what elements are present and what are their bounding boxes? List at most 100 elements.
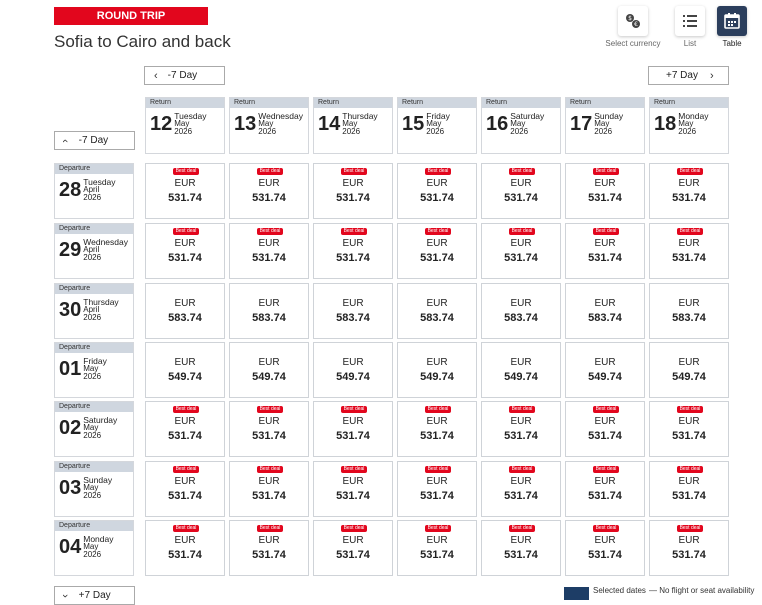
fare-cell[interactable]: Best deal EUR 531.74 (397, 401, 477, 457)
fare-currency: EUR (174, 476, 196, 487)
return-prev-week-button[interactable]: ‹ -7 Day (144, 66, 225, 85)
return-date-header: Return 16 Saturday May 2026 (481, 97, 561, 154)
day-number: 13 (234, 113, 257, 135)
fare-currency: EUR (510, 476, 532, 487)
fare-cell[interactable]: Best deal EUR 531.74 (229, 223, 309, 279)
return-date-header: Return 18 Monday May 2026 (649, 97, 729, 154)
fare-cell[interactable]: Best deal EUR 531.74 (481, 223, 561, 279)
fare-cell[interactable]: EUR 583.74 (313, 283, 393, 339)
fare-cell[interactable]: EUR 549.74 (313, 342, 393, 398)
fare-price: 583.74 (168, 312, 202, 324)
fare-cell[interactable]: EUR 583.74 (145, 283, 225, 339)
fare-cell[interactable]: Best deal EUR 531.74 (649, 223, 729, 279)
fare-cell[interactable]: Best deal EUR 531.74 (313, 520, 393, 576)
fare-cell[interactable]: EUR 583.74 (649, 283, 729, 339)
fare-cell[interactable]: Best deal EUR 531.74 (397, 520, 477, 576)
best-deal-badge: Best deal (677, 466, 703, 473)
fare-price: 531.74 (588, 490, 622, 502)
fare-cell[interactable]: Best deal EUR 531.74 (229, 520, 309, 576)
fare-cell[interactable]: Best deal EUR 531.74 (313, 461, 393, 517)
chevron-left-icon: ‹ (154, 69, 158, 82)
return-date-header: Return 15 Friday May 2026 (397, 97, 477, 154)
fare-price: 531.74 (420, 252, 454, 264)
list-view-option[interactable]: List (670, 6, 710, 48)
fare-cell[interactable]: EUR 549.74 (649, 342, 729, 398)
fare-price: 531.74 (168, 490, 202, 502)
fare-cell[interactable]: EUR 583.74 (397, 283, 477, 339)
fare-price: 531.74 (168, 252, 202, 264)
fare-cell[interactable]: Best deal EUR 531.74 (565, 461, 645, 517)
fare-cell[interactable]: EUR 583.74 (481, 283, 561, 339)
departure-next-week-button[interactable]: › +7 Day (54, 586, 135, 605)
fare-currency: EUR (426, 298, 448, 309)
fare-price: 531.74 (672, 549, 706, 561)
fare-cell[interactable]: EUR 549.74 (229, 342, 309, 398)
return-date-header: Return 14 Thursday May 2026 (313, 97, 393, 154)
fare-currency: EUR (426, 357, 448, 368)
fare-cell[interactable]: EUR 549.74 (481, 342, 561, 398)
fare-currency: EUR (594, 476, 616, 487)
fare-cell[interactable]: Best deal EUR 531.74 (565, 163, 645, 219)
month: April (83, 305, 100, 314)
month: May (426, 119, 442, 128)
fare-cell[interactable]: Best deal EUR 531.74 (565, 401, 645, 457)
fare-cell[interactable]: Best deal EUR 531.74 (481, 520, 561, 576)
fare-price: 583.74 (252, 312, 286, 324)
return-tag: Return (398, 98, 476, 108)
fare-cell[interactable]: Best deal EUR 531.74 (649, 520, 729, 576)
best-deal-badge: Best deal (341, 406, 367, 413)
table-view-option[interactable]: Table (714, 6, 750, 48)
fare-cell[interactable]: Best deal EUR 531.74 (397, 461, 477, 517)
fare-cell[interactable]: Best deal EUR 531.74 (313, 223, 393, 279)
fare-currency: EUR (510, 416, 532, 427)
fare-cell[interactable]: Best deal EUR 531.74 (229, 401, 309, 457)
fare-cell[interactable]: Best deal EUR 531.74 (145, 163, 225, 219)
departure-tag: Departure (55, 402, 133, 412)
fare-currency: EUR (426, 238, 448, 249)
best-deal-badge: Best deal (593, 228, 619, 235)
fare-currency: EUR (678, 535, 700, 546)
svg-text:$: $ (628, 15, 632, 22)
fare-currency: EUR (594, 178, 616, 189)
departure-prev-week-button[interactable]: ‹ -7 Day (54, 131, 135, 150)
fare-cell[interactable]: Best deal EUR 531.74 (313, 163, 393, 219)
fare-currency: EUR (258, 416, 280, 427)
fare-cell[interactable]: Best deal EUR 531.74 (145, 461, 225, 517)
fare-price: 583.74 (336, 312, 370, 324)
return-prev-label: -7 Day (167, 70, 198, 81)
fare-cell[interactable]: Best deal EUR 531.74 (313, 401, 393, 457)
fare-price: 531.74 (672, 430, 706, 442)
fare-cell[interactable]: EUR 549.74 (565, 342, 645, 398)
fare-cell[interactable]: Best deal EUR 531.74 (649, 401, 729, 457)
fare-price: 531.74 (504, 192, 538, 204)
select-currency-option[interactable]: $ € Select currency (601, 6, 665, 48)
fare-cell[interactable]: Best deal EUR 531.74 (229, 163, 309, 219)
list-icon (675, 6, 705, 36)
return-next-week-button[interactable]: +7 Day › (648, 66, 729, 85)
fare-cell[interactable]: Best deal EUR 531.74 (397, 223, 477, 279)
fare-cell[interactable]: EUR 549.74 (397, 342, 477, 398)
fare-cell[interactable]: Best deal EUR 531.74 (565, 223, 645, 279)
fare-cell[interactable]: Best deal EUR 531.74 (565, 520, 645, 576)
fare-cell[interactable]: Best deal EUR 531.74 (145, 223, 225, 279)
fare-cell[interactable]: Best deal EUR 531.74 (649, 461, 729, 517)
return-tag: Return (314, 98, 392, 108)
fare-cell[interactable]: EUR 549.74 (145, 342, 225, 398)
fare-cell[interactable]: Best deal EUR 531.74 (649, 163, 729, 219)
fare-cell[interactable]: Best deal EUR 531.74 (481, 163, 561, 219)
fare-currency: EUR (174, 357, 196, 368)
fare-cell[interactable]: Best deal EUR 531.74 (481, 461, 561, 517)
fare-price: 531.74 (588, 192, 622, 204)
day-number: 28 (59, 179, 82, 201)
fare-currency: EUR (678, 416, 700, 427)
fare-currency: EUR (258, 178, 280, 189)
fare-cell[interactable]: Best deal EUR 531.74 (397, 163, 477, 219)
fare-cell[interactable]: Best deal EUR 531.74 (145, 520, 225, 576)
fare-cell[interactable]: Best deal EUR 531.74 (481, 401, 561, 457)
fare-cell[interactable]: Best deal EUR 531.74 (229, 461, 309, 517)
currency-icon: $ € (618, 6, 648, 36)
fare-cell[interactable]: Best deal EUR 531.74 (145, 401, 225, 457)
fare-cell[interactable]: EUR 583.74 (565, 283, 645, 339)
fare-cell[interactable]: EUR 583.74 (229, 283, 309, 339)
best-deal-badge: Best deal (257, 525, 283, 532)
